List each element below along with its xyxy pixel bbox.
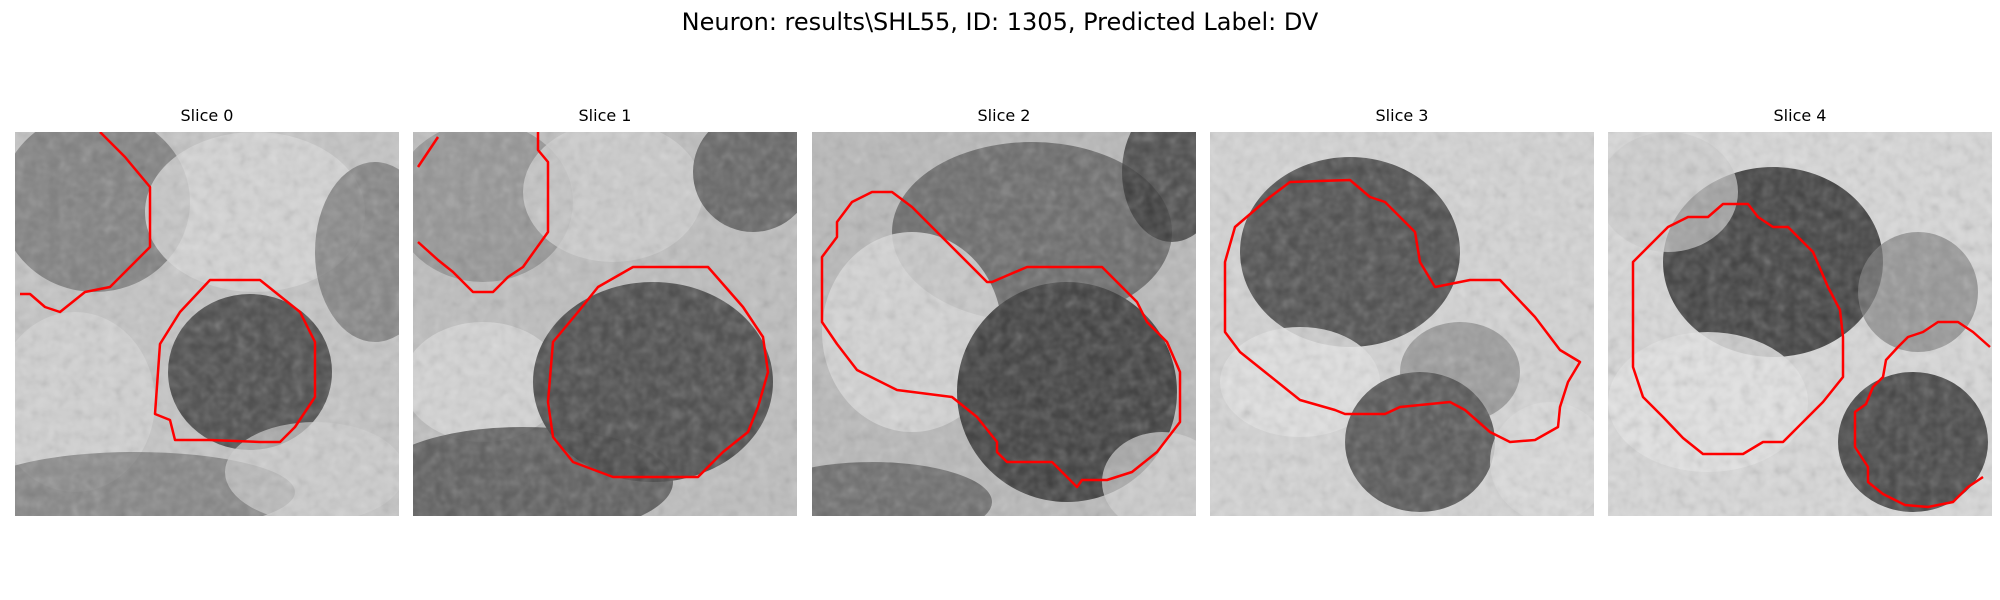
contour-line xyxy=(1223,178,1582,444)
slice-title: Slice 2 xyxy=(977,106,1031,125)
slice-panel-4: Slice 4 xyxy=(1608,106,1992,516)
slice-image xyxy=(1608,132,1992,516)
slice-image xyxy=(812,132,1196,516)
contour-line xyxy=(1631,202,1845,456)
slice-panel-1: Slice 1 xyxy=(413,106,797,516)
contour-line xyxy=(416,136,440,168)
slice-image xyxy=(1210,132,1594,516)
contour-line xyxy=(546,265,770,479)
slice-image xyxy=(15,132,399,516)
slice-title: Slice 3 xyxy=(1375,106,1429,125)
contour-line xyxy=(417,132,550,294)
slice-panel-2: Slice 2 xyxy=(812,106,1196,516)
slice-panel-3: Slice 3 xyxy=(1210,106,1594,516)
contour-line xyxy=(153,278,317,444)
slice-title: Slice 0 xyxy=(180,106,234,125)
slice-image xyxy=(413,132,797,516)
slice-title: Slice 1 xyxy=(578,106,632,125)
contour-line xyxy=(1853,320,1991,509)
figure-title: Neuron: results\SHL55, ID: 1305, Predict… xyxy=(681,8,1319,36)
slice-panel-0: Slice 0 xyxy=(15,106,399,516)
contour-line xyxy=(820,190,1182,489)
contour-line xyxy=(20,132,152,314)
slice-title: Slice 4 xyxy=(1773,106,1827,125)
